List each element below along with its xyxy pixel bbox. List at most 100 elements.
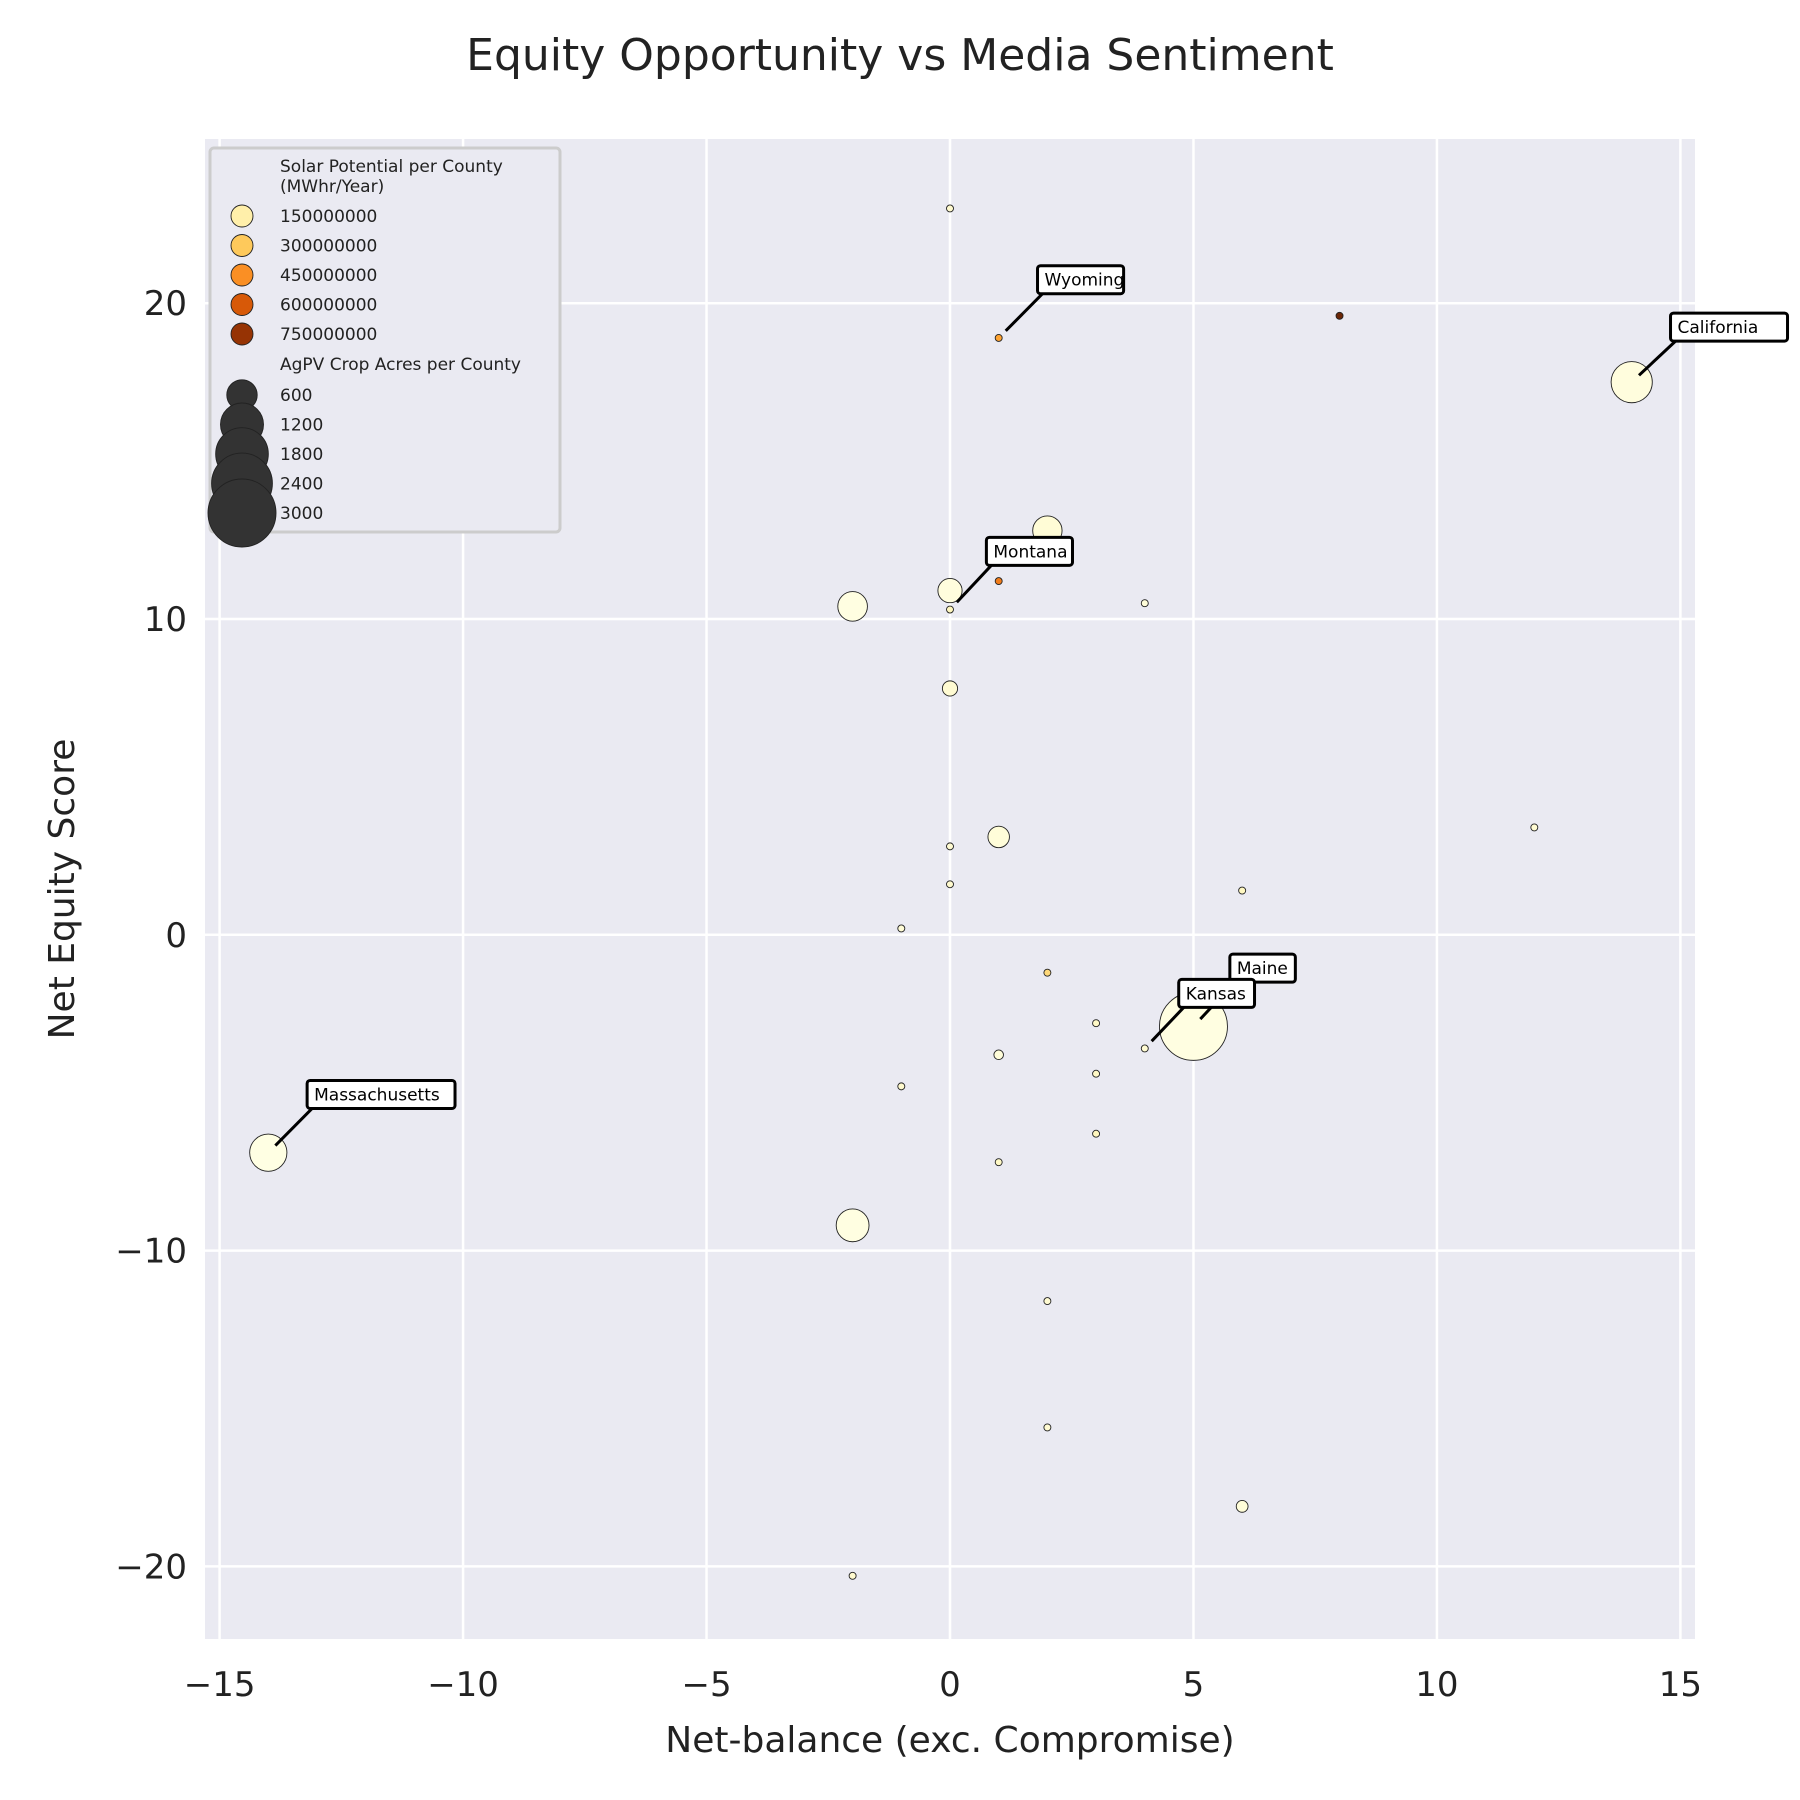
x-axis-label: Net-balance (exc. Compromise) xyxy=(665,1720,1234,1761)
legend-size-label: 600 xyxy=(280,386,312,406)
scatter-point xyxy=(987,825,1010,849)
annotation-arrow xyxy=(274,1107,314,1147)
annotation: Maine xyxy=(1199,952,1297,1021)
x-tick-label: 0 xyxy=(939,1665,961,1705)
annotation: Wyoming xyxy=(1004,264,1126,332)
annotation: Montana xyxy=(955,535,1074,604)
scatter-point xyxy=(897,1082,906,1091)
legend-color-marker xyxy=(230,293,254,316)
scatter-point xyxy=(1238,886,1247,895)
legend-size-label: 3000 xyxy=(280,504,323,524)
legend-color-label: 300000000 xyxy=(280,237,377,257)
legend-color-entry: 300000000 xyxy=(230,234,377,257)
scatter-point xyxy=(1335,311,1344,320)
scatter-point xyxy=(1140,1044,1149,1053)
annotation: Kansas xyxy=(1150,977,1257,1043)
legend-color-marker xyxy=(230,204,254,228)
scatter-point xyxy=(837,591,868,622)
legend-color-title-line2: (MWhr/Year) xyxy=(280,177,384,197)
annotation-box xyxy=(1228,952,1297,984)
x-tick-label: 10 xyxy=(1415,1665,1458,1705)
legend-color-label: 450000000 xyxy=(280,266,377,286)
annotation-label: Kansas xyxy=(1186,984,1246,1004)
annotations: Wyoming California Montana Maine Kansas Massa… xyxy=(274,264,1790,1147)
scatter-point xyxy=(1043,1297,1052,1306)
annotation-box xyxy=(1669,311,1790,343)
scatter-point xyxy=(1092,1129,1101,1138)
annotation-arrow xyxy=(1637,340,1677,377)
scatter-point xyxy=(946,842,954,851)
legend-size-label: 2400 xyxy=(280,475,323,495)
x-tick-label: −5 xyxy=(681,1665,731,1705)
annotation-label: Montana xyxy=(993,542,1067,562)
scatter-point xyxy=(897,924,906,933)
scatter-point xyxy=(994,333,1003,342)
grid-lines xyxy=(205,139,1695,1639)
legend-color-marker xyxy=(230,322,254,346)
legend-color-entry: 150000000 xyxy=(230,204,377,228)
annotation-box xyxy=(305,1078,457,1110)
scatter-point xyxy=(848,1571,857,1580)
scatter-point xyxy=(1092,1019,1101,1028)
x-tick-labels: −15 −10 −5 0 5 10 15 xyxy=(184,1665,1702,1705)
scatter-point xyxy=(941,680,959,697)
annotation-label: California xyxy=(1678,318,1759,338)
scatter-point xyxy=(993,1049,1004,1061)
scatter-point xyxy=(1043,1423,1052,1432)
annotation-box xyxy=(1036,264,1126,296)
legend-color-title-line1: Solar Potential per County xyxy=(280,157,503,177)
legend-color-label: 750000000 xyxy=(280,325,377,345)
annotation-label: Maine xyxy=(1237,959,1288,979)
scatter-point xyxy=(1530,823,1539,832)
legend-color-marker xyxy=(230,263,254,287)
y-tick-label: −20 xyxy=(115,1547,187,1587)
y-tick-label: 20 xyxy=(144,284,187,324)
y-tick-label: 10 xyxy=(144,600,187,640)
annotation-box xyxy=(984,535,1074,567)
legend-color-label: 600000000 xyxy=(280,296,377,316)
scatter-point xyxy=(1092,1069,1101,1078)
annotation-arrow xyxy=(1004,292,1044,332)
scatter-point xyxy=(835,1208,870,1243)
annotation-label: Massachusetts xyxy=(314,1085,440,1105)
annotation-box xyxy=(1177,977,1257,1009)
legend-color-entries: 150000000 300000000 450000000 600000000 7500… xyxy=(230,204,377,346)
legend-size-title: AgPV Crop Acres per County xyxy=(280,355,521,375)
legend-color-entry: 600000000 xyxy=(230,293,377,316)
legend-size-label: 1800 xyxy=(280,445,323,465)
x-tick-label: 15 xyxy=(1659,1665,1702,1705)
y-tick-label: 0 xyxy=(165,916,187,956)
annotation-label: Wyoming xyxy=(1045,271,1125,291)
legend: Solar Potential per County (MWhr/Year) 1… xyxy=(207,146,562,548)
scatter-point xyxy=(994,1158,1003,1167)
legend-color-marker xyxy=(230,234,254,257)
legend-color-entry: 750000000 xyxy=(230,322,377,346)
legend-size-entry: 3000 xyxy=(207,478,323,548)
legend-size-marker xyxy=(207,478,277,548)
scatter-point xyxy=(1140,599,1149,608)
scatter-point xyxy=(937,578,963,604)
legend-size-entries: 600 1200 1800 2400 3000 xyxy=(207,379,323,548)
scatter-point xyxy=(946,880,954,889)
annotation-arrow xyxy=(1150,1006,1185,1043)
scatter-point xyxy=(994,577,1003,586)
x-tick-label: −10 xyxy=(427,1665,499,1705)
y-tick-labels: −20 −10 0 10 20 xyxy=(115,284,187,1587)
legend-size-label: 1200 xyxy=(280,416,323,436)
scatter-point xyxy=(946,605,954,614)
annotation: Massachusetts xyxy=(274,1078,457,1147)
scatter-point xyxy=(1043,968,1052,977)
annotation-arrow xyxy=(955,564,993,604)
annotation: California xyxy=(1637,311,1790,377)
scatter-point xyxy=(946,204,954,213)
x-tick-label: −15 xyxy=(184,1665,256,1705)
chart-title: Equity Opportunity vs Media Sentiment xyxy=(466,30,1334,81)
scatter-point xyxy=(1235,1500,1249,1513)
x-tick-label: 5 xyxy=(1183,1665,1205,1705)
legend-box xyxy=(208,146,562,534)
y-tick-label: −10 xyxy=(115,1232,187,1272)
legend-color-label: 150000000 xyxy=(280,207,377,227)
legend-color-entry: 450000000 xyxy=(230,263,377,287)
y-axis-label: Net Equity Score xyxy=(42,739,83,1040)
